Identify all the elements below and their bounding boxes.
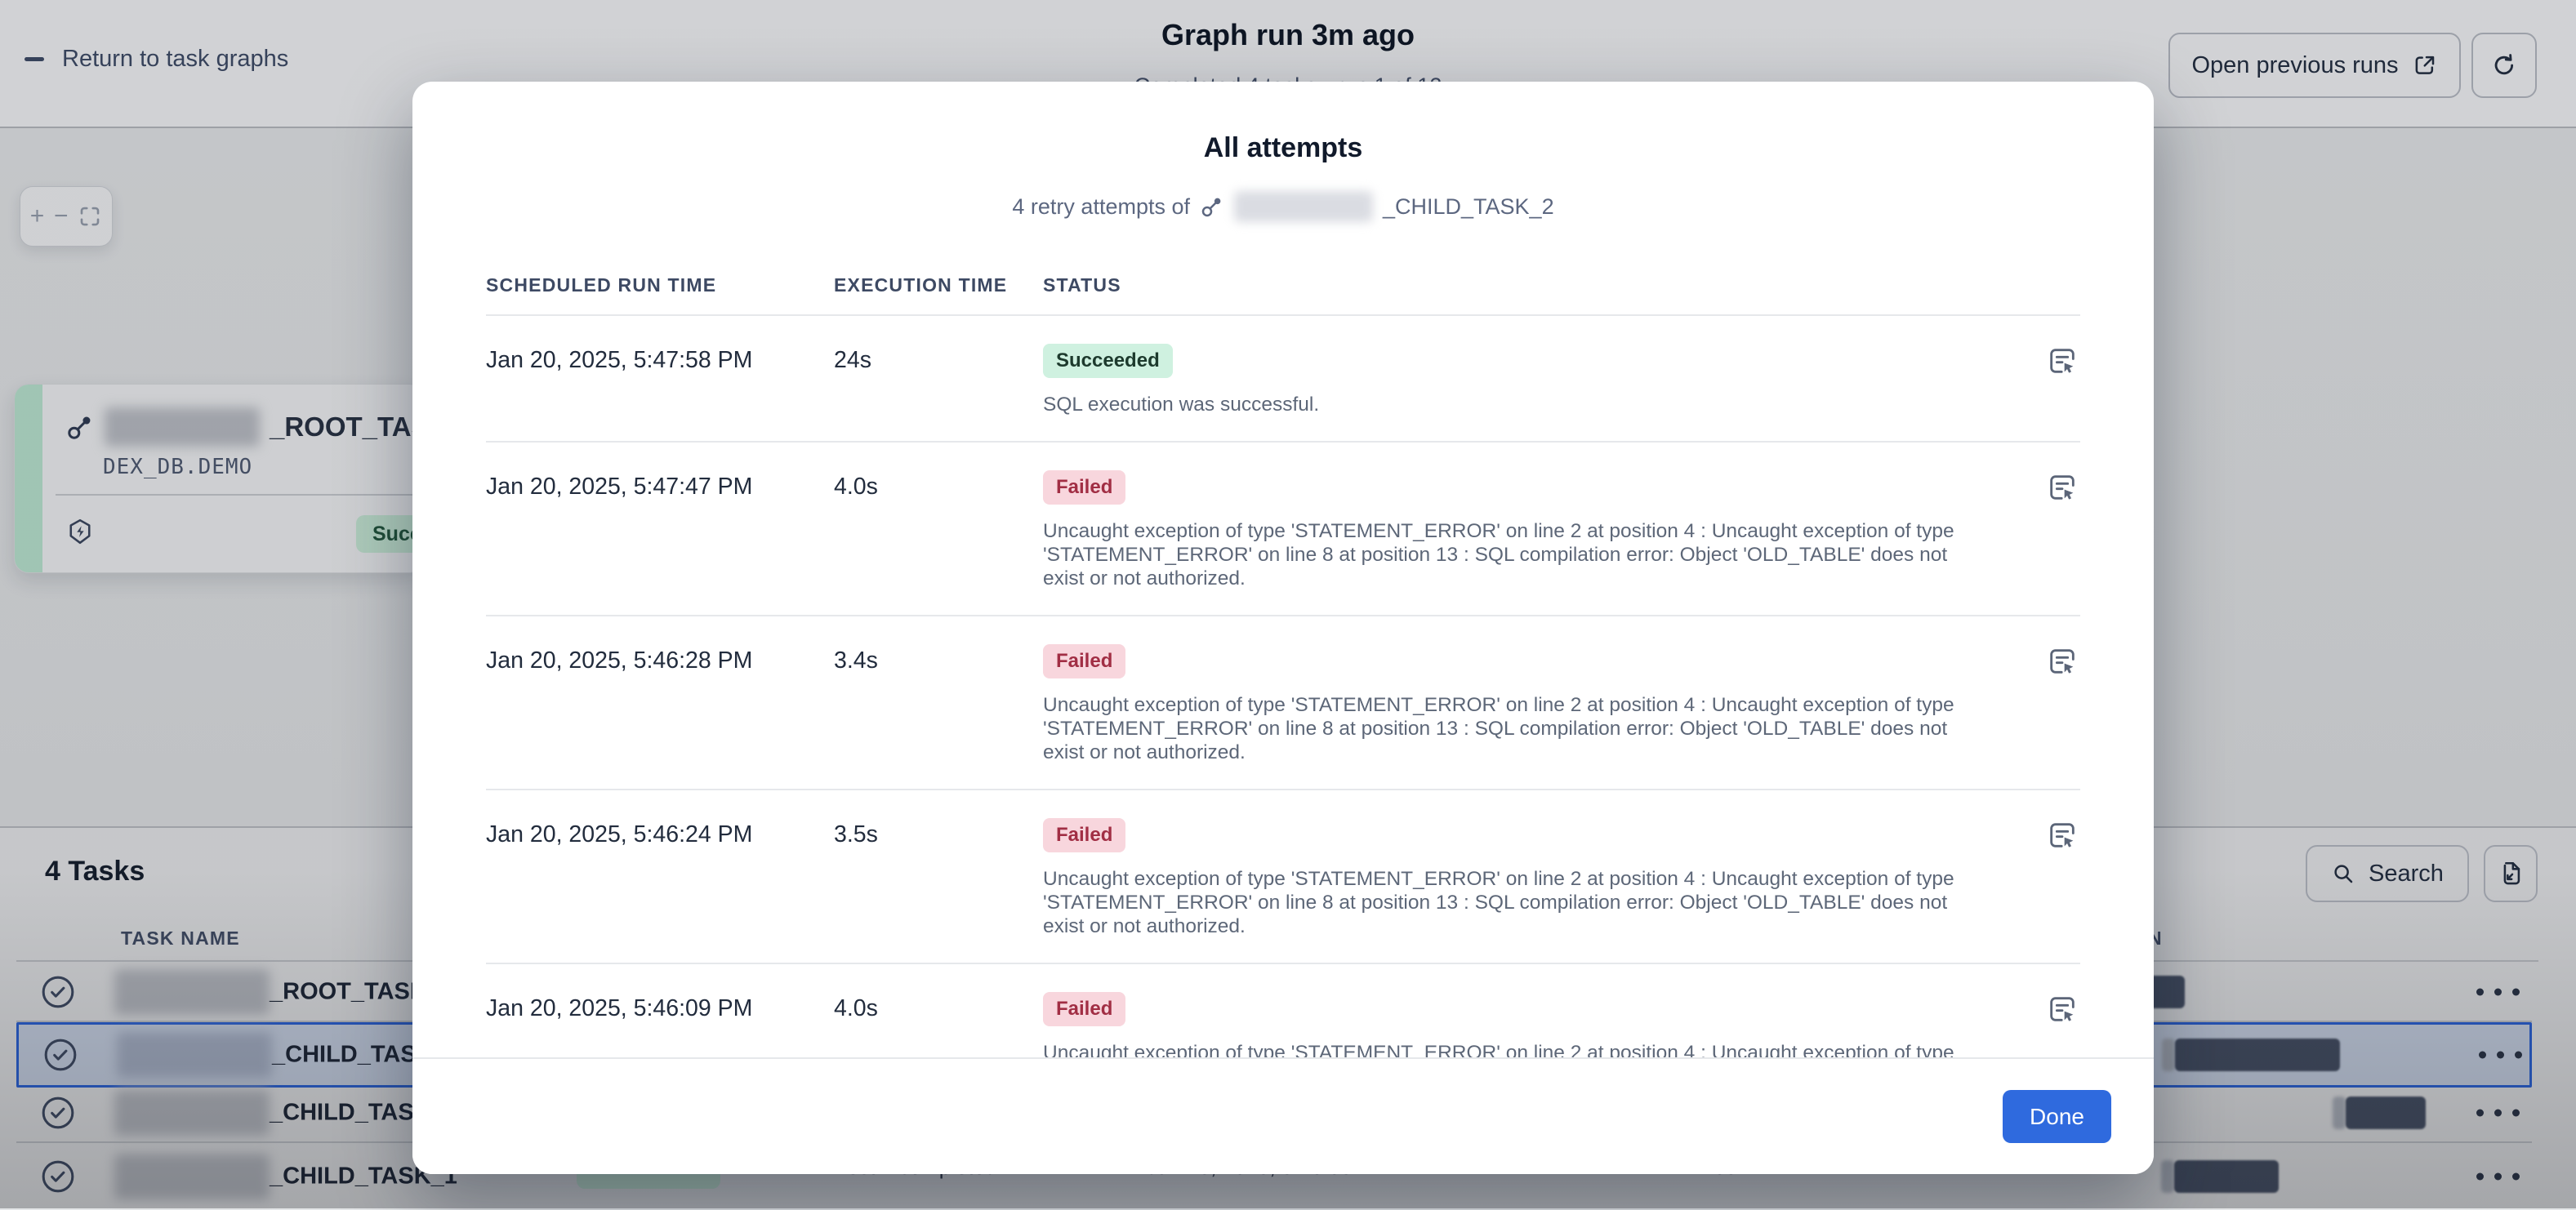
column-status: STATUS [1043,274,2080,296]
status-message: Uncaught exception of type 'STATEMENT_ER… [1043,867,1990,938]
status-badge: Failed [1043,818,1125,852]
modal-footer: Done [412,1057,2154,1174]
status-badge: Failed [1043,644,1125,678]
modal-subtitle: 4 retry attempts of _CHILD_TASK_2 [412,191,2154,222]
task-icon [1200,194,1224,219]
open-query-icon-button[interactable] [2044,992,2080,1028]
scheduled-run-time: Jan 20, 2025, 5:47:58 PM [486,344,834,374]
column-scheduled-run-time: SCHEDULED RUN TIME [486,274,834,296]
modal-title: All attempts [412,132,2154,164]
scheduled-run-time: Jan 20, 2025, 5:46:24 PM [486,818,834,848]
scheduled-run-time: Jan 20, 2025, 5:46:28 PM [486,644,834,674]
redacted-task-name-prefix [1234,191,1373,222]
status-badge: Succeeded [1043,344,1173,378]
status-message: Uncaught exception of type 'STATEMENT_ER… [1043,519,1990,590]
execution-time: 4.0s [834,992,1043,1022]
status-message: Uncaught exception of type 'STATEMENT_ER… [1043,693,1990,764]
open-query-icon-button[interactable] [2044,818,2080,854]
status-badge: Failed [1043,470,1125,505]
scheduled-run-time: Jan 20, 2025, 5:47:47 PM [486,470,834,500]
execution-time: 24s [834,344,1043,374]
all-attempts-modal: All attempts 4 retry attempts of _CHILD_… [412,82,2154,1174]
attempt-row: Jan 20, 2025, 5:46:24 PM 3.5s Failed Unc… [486,790,2080,964]
scheduled-run-time: Jan 20, 2025, 5:46:09 PM [486,992,834,1022]
attempt-row: Jan 20, 2025, 5:46:28 PM 3.4s Failed Unc… [486,616,2080,790]
done-button[interactable]: Done [2003,1090,2111,1143]
subtitle-prefix: 4 retry attempts of [1012,194,1190,220]
open-query-icon-button[interactable] [2044,644,2080,680]
status-badge: Failed [1043,992,1125,1026]
column-execution-time: EXECUTION TIME [834,274,1043,296]
open-query-icon-button[interactable] [2044,344,2080,380]
execution-time: 4.0s [834,470,1043,500]
execution-time: 3.5s [834,818,1043,848]
subtitle-task-suffix: _CHILD_TASK_2 [1383,194,1554,220]
status-message: Uncaught exception of type 'STATEMENT_ER… [1043,1041,1990,1059]
status-message: SQL execution was successful. [1043,393,1990,416]
attempts-table: SCHEDULED RUN TIME EXECUTION TIME STATUS… [486,274,2080,1059]
attempt-row: Jan 20, 2025, 5:47:58 PM 24s Succeeded S… [486,316,2080,443]
execution-time: 3.4s [834,644,1043,674]
open-query-icon-button[interactable] [2044,470,2080,506]
attempt-row: Jan 20, 2025, 5:46:09 PM 4.0s Failed Unc… [486,964,2080,1059]
attempts-table-header: SCHEDULED RUN TIME EXECUTION TIME STATUS [486,274,2080,316]
attempt-row: Jan 20, 2025, 5:47:47 PM 4.0s Failed Unc… [486,443,2080,616]
